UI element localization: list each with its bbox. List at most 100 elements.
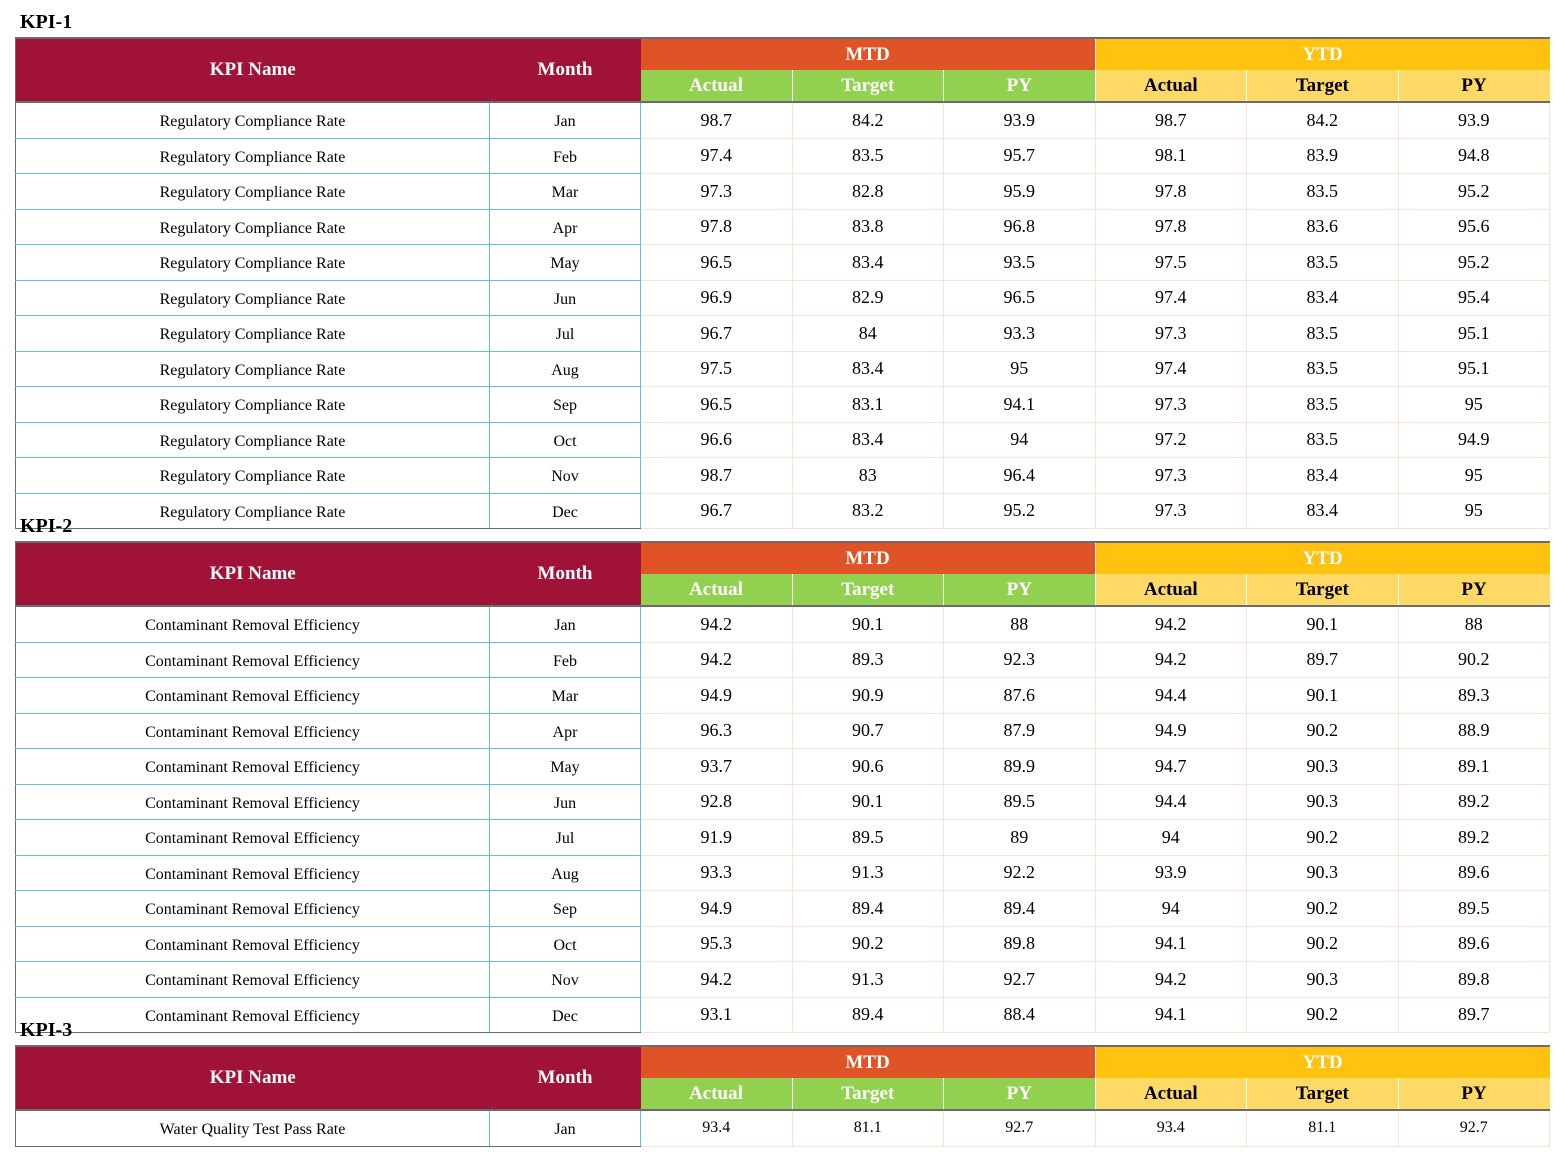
ytd-actual-cell: 97.3 — [1094, 386, 1248, 423]
month-cell: Jul — [489, 315, 641, 352]
table-row: Regulatory Compliance Rate Dec 96.7 83.2 95.… — [15, 492, 1551, 529]
ytd-py-cell: 95.6 — [1397, 208, 1551, 245]
ytd-target-cell: 83.5 — [1246, 421, 1399, 458]
mtd-actual-cell: 96.6 — [640, 421, 793, 458]
kpi-name-cell: Regulatory Compliance Rate — [15, 421, 490, 458]
header-month: Month — [489, 1045, 641, 1110]
month-cell: Nov — [489, 457, 641, 494]
month-cell: Jun — [489, 279, 641, 316]
ytd-py-cell: 90.2 — [1397, 641, 1551, 678]
mtd-py-cell: 94.1 — [943, 386, 1096, 423]
ytd-actual-cell: 94.1 — [1094, 996, 1248, 1033]
header-month: Month — [489, 541, 641, 606]
kpi-name-cell: Contaminant Removal Efficiency — [15, 748, 490, 785]
ytd-py-cell: 89.5 — [1397, 890, 1551, 927]
mtd-actual-cell: 96.5 — [640, 386, 793, 423]
ytd-target-cell: 90.2 — [1246, 996, 1399, 1033]
table-row: Contaminant Removal Efficiency Jan 94.2 90.… — [15, 605, 1551, 643]
mtd-py-cell: 89.9 — [943, 748, 1096, 785]
ytd-actual-cell: 97.3 — [1094, 457, 1248, 494]
mtd-target-cell: 84.2 — [791, 101, 944, 139]
mtd-actual-cell: 97.8 — [640, 208, 793, 245]
mtd-target-cell: 89.4 — [791, 890, 944, 927]
header-mtd-actual: Actual — [640, 70, 792, 102]
mtd-target-cell: 83 — [791, 457, 944, 494]
ytd-target-cell: 90.3 — [1246, 854, 1399, 891]
month-cell: Mar — [489, 677, 641, 714]
kpi-section-title: KPI-3 — [20, 1019, 73, 1041]
kpi-name-cell: Regulatory Compliance Rate — [15, 244, 490, 281]
ytd-target-cell: 90.3 — [1246, 961, 1399, 998]
header-mtd-target: Target — [791, 70, 944, 102]
table-row: Regulatory Compliance Rate Jul 96.7 84 93.3 9… — [15, 315, 1551, 352]
month-cell: Oct — [489, 421, 641, 458]
kpi-name-cell: Regulatory Compliance Rate — [15, 350, 490, 387]
header-ytd-actual: Actual — [1094, 70, 1247, 102]
mtd-actual-cell: 95.3 — [640, 925, 793, 962]
mtd-actual-cell: 94.2 — [640, 641, 793, 678]
ytd-actual-cell: 97.4 — [1094, 279, 1248, 316]
month-cell: May — [489, 244, 641, 281]
mtd-py-cell: 87.9 — [943, 712, 1096, 749]
mtd-target-cell: 91.3 — [791, 854, 944, 891]
ytd-target-cell: 83.4 — [1246, 279, 1399, 316]
kpi-name-cell: Contaminant Removal Efficiency — [15, 925, 490, 962]
mtd-actual-cell: 93.1 — [640, 996, 793, 1033]
table-row: Contaminant Removal Efficiency Oct 95.3 90.… — [15, 925, 1551, 962]
table-row: Regulatory Compliance Rate Feb 97.4 83.5 95.… — [15, 137, 1551, 174]
table-row: Contaminant Removal Efficiency Mar 94.9 90.… — [15, 677, 1551, 714]
month-cell: Jan — [489, 1109, 641, 1147]
month-cell: May — [489, 748, 641, 785]
ytd-py-cell: 89.2 — [1397, 783, 1551, 820]
mtd-actual-cell: 93.7 — [640, 748, 793, 785]
ytd-actual-cell: 98.1 — [1094, 137, 1248, 174]
header-ytd-actual: Actual — [1094, 1078, 1247, 1110]
mtd-target-cell: 83.5 — [791, 137, 944, 174]
ytd-actual-cell: 94 — [1094, 819, 1248, 856]
month-cell: Jul — [489, 819, 641, 856]
mtd-target-cell: 91.3 — [791, 961, 944, 998]
header-ytd-actual: Actual — [1094, 574, 1247, 606]
table-row: Regulatory Compliance Rate Jun 96.9 82.9 96.… — [15, 279, 1551, 316]
mtd-py-cell: 96.5 — [943, 279, 1096, 316]
month-cell: Nov — [489, 961, 641, 998]
table-row: Contaminant Removal Efficiency Aug 93.3 91.… — [15, 854, 1551, 891]
ytd-target-cell: 90.3 — [1246, 748, 1399, 785]
table-row: Regulatory Compliance Rate Jan 98.7 84.2 93.… — [15, 101, 1551, 139]
ytd-py-cell: 92.7 — [1397, 1109, 1551, 1147]
mtd-py-cell: 93.9 — [943, 101, 1096, 139]
mtd-py-cell: 87.6 — [943, 677, 1096, 714]
table-row: Contaminant Removal Efficiency May 93.7 90.… — [15, 748, 1551, 785]
mtd-actual-cell: 94.2 — [640, 605, 793, 643]
month-cell: Feb — [489, 641, 641, 678]
header-kpi-name: KPI Name — [15, 1045, 490, 1110]
kpi-table: KPI Name Month MTD YTD Actual Target PY Actual T… — [15, 541, 1551, 1033]
mtd-py-cell: 89.5 — [943, 783, 1096, 820]
mtd-actual-cell: 93.3 — [640, 854, 793, 891]
mtd-py-cell: 92.3 — [943, 641, 1096, 678]
kpi-section-title: KPI-1 — [20, 11, 73, 33]
table-row: Regulatory Compliance Rate Aug 97.5 83.4 95 9… — [15, 350, 1551, 387]
ytd-target-cell: 83.4 — [1246, 492, 1399, 529]
kpi-name-cell: Regulatory Compliance Rate — [15, 279, 490, 316]
kpi-name-cell: Contaminant Removal Efficiency — [15, 890, 490, 927]
ytd-py-cell: 89.6 — [1397, 925, 1551, 962]
header-mtd-actual: Actual — [640, 574, 792, 606]
mtd-actual-cell: 97.4 — [640, 137, 793, 174]
ytd-actual-cell: 94.1 — [1094, 925, 1248, 962]
mtd-py-cell: 94 — [943, 421, 1096, 458]
ytd-target-cell: 83.6 — [1246, 208, 1399, 245]
mtd-actual-cell: 94.9 — [640, 890, 793, 927]
mtd-actual-cell: 96.3 — [640, 712, 793, 749]
ytd-py-cell: 94.8 — [1397, 137, 1551, 174]
kpi-name-cell: Regulatory Compliance Rate — [15, 208, 490, 245]
ytd-py-cell: 89.3 — [1397, 677, 1551, 714]
ytd-actual-cell: 94.9 — [1094, 712, 1248, 749]
ytd-actual-cell: 94 — [1094, 890, 1248, 927]
header-mtd-py: PY — [943, 574, 1096, 606]
ytd-py-cell: 89.2 — [1397, 819, 1551, 856]
table-row: Regulatory Compliance Rate May 96.5 83.4 93.… — [15, 244, 1551, 281]
ytd-target-cell: 90.1 — [1246, 605, 1399, 643]
header-ytd: YTD — [1094, 541, 1550, 574]
ytd-py-cell: 95 — [1397, 457, 1551, 494]
